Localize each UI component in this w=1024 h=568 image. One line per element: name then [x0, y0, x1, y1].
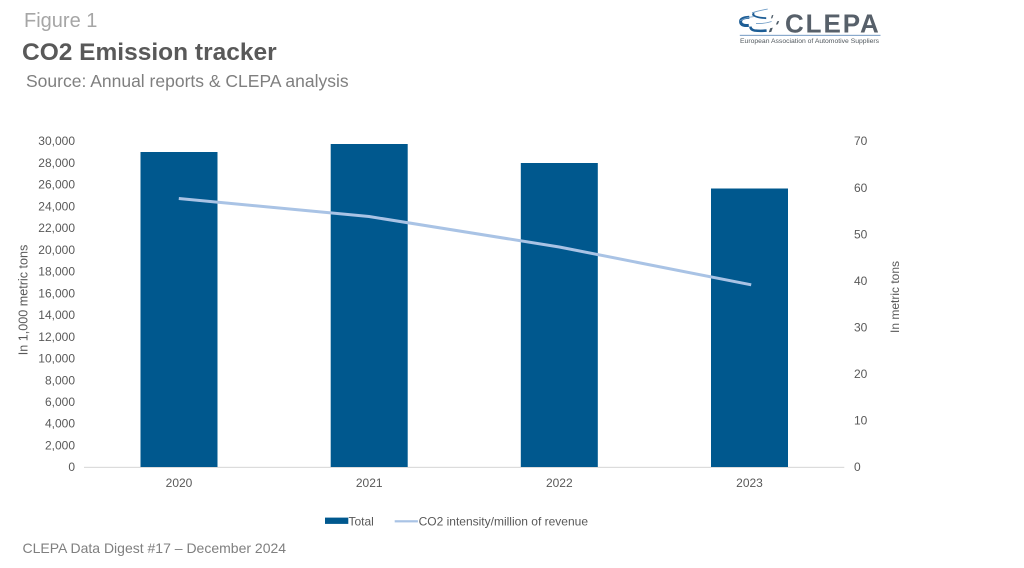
- svg-text:6,000: 6,000: [45, 395, 75, 409]
- svg-text:14,000: 14,000: [38, 308, 75, 322]
- svg-text:European Association of Automo: European Association of Automotive Suppl…: [740, 38, 880, 45]
- svg-text:26,000: 26,000: [38, 178, 75, 192]
- svg-text:CO2 intensity/million of reven: CO2 intensity/million of revenue: [419, 514, 589, 528]
- svg-text:24,000: 24,000: [38, 199, 75, 213]
- svg-text:8,000: 8,000: [45, 373, 75, 387]
- svg-text:2022: 2022: [546, 476, 573, 490]
- svg-text:2021: 2021: [356, 476, 383, 490]
- svg-text:18,000: 18,000: [38, 265, 75, 279]
- svg-text:Total: Total: [349, 514, 374, 528]
- svg-text:40: 40: [854, 274, 868, 288]
- svg-text:2,000: 2,000: [45, 439, 75, 453]
- svg-text:70: 70: [854, 134, 868, 148]
- svg-text:30,000: 30,000: [38, 134, 75, 148]
- svg-text:30: 30: [854, 321, 868, 335]
- svg-text:0: 0: [68, 460, 75, 474]
- svg-text:20: 20: [854, 367, 868, 381]
- svg-text:50: 50: [854, 227, 868, 241]
- svg-text:10: 10: [854, 414, 868, 428]
- svg-text:CLEPA: CLEPA: [785, 8, 881, 38]
- svg-text:16,000: 16,000: [38, 286, 75, 300]
- svg-text:0: 0: [854, 460, 861, 474]
- svg-text:22,000: 22,000: [38, 221, 75, 235]
- svg-text:In 1,000 metric tons: In 1,000 metric tons: [17, 245, 31, 356]
- svg-text:2020: 2020: [166, 476, 193, 490]
- svg-text:20,000: 20,000: [38, 243, 75, 257]
- svg-text:28,000: 28,000: [38, 156, 75, 170]
- svg-text:12,000: 12,000: [38, 330, 75, 344]
- svg-text:In metric tons: In metric tons: [888, 261, 902, 333]
- svg-text:2023: 2023: [736, 476, 763, 490]
- svg-text:10,000: 10,000: [38, 352, 75, 366]
- svg-text:60: 60: [854, 181, 868, 195]
- svg-text:4,000: 4,000: [45, 417, 75, 431]
